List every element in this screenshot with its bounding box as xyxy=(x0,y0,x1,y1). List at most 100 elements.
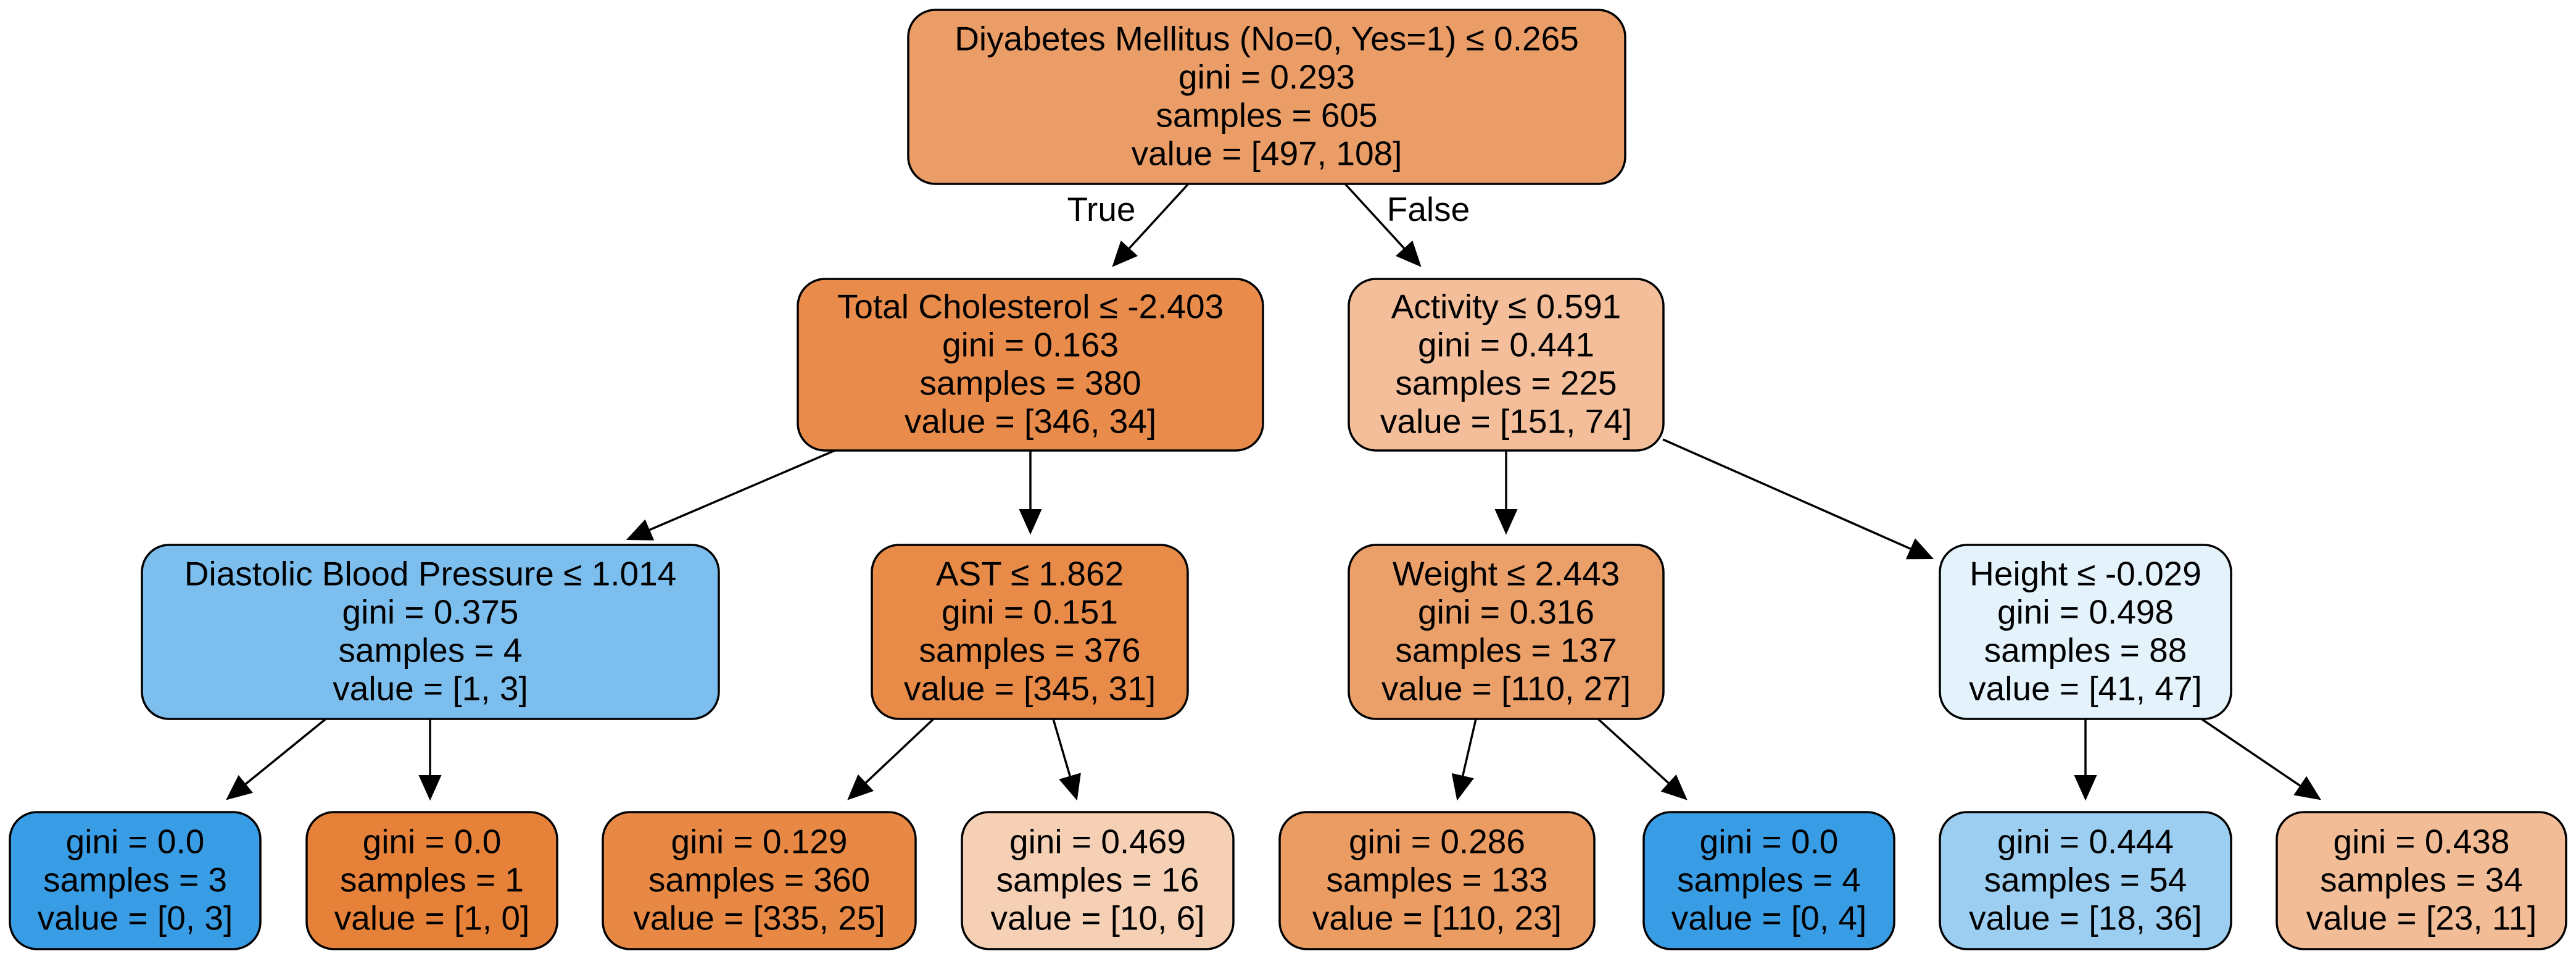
node-text-line: value = [335, 25] xyxy=(633,899,885,937)
node-box xyxy=(797,278,1264,452)
node-box xyxy=(2276,811,2567,950)
node-text-line: samples = 54 xyxy=(1984,860,2187,899)
node-text-line: Height ≤ -0.029 xyxy=(1969,554,2201,592)
arrowhead-icon xyxy=(1019,509,1042,535)
node-box xyxy=(961,811,1235,950)
node-text-line: samples = 3 xyxy=(43,860,227,899)
tree-node-root: Diyabetes Mellitus (No=0, Yes=1) ≤ 0.265… xyxy=(907,9,1626,185)
node-text-line: gini = 0.0 xyxy=(66,822,205,860)
node-box xyxy=(1642,811,1895,950)
node-text-line: gini = 0.129 xyxy=(671,822,848,860)
edge-n1-n4 xyxy=(1019,450,1042,535)
edge-line xyxy=(864,718,935,784)
edge-root-n1 xyxy=(1112,183,1190,267)
node-text-line: Total Cholesterol ≤ -2.403 xyxy=(837,287,1224,325)
edge-n5-n12 xyxy=(1597,718,1688,800)
node-box xyxy=(1939,811,2232,950)
node-text-line: value = [0, 3] xyxy=(38,899,233,937)
node-text-line: Weight ≤ 2.443 xyxy=(1393,554,1620,592)
node-box xyxy=(9,811,262,950)
node-text-line: samples = 16 xyxy=(996,860,1199,899)
node-text-line: value = [41, 47] xyxy=(1969,669,2202,707)
node-text-line: value = [23, 11] xyxy=(2306,899,2537,937)
node-text-line: Diyabetes Mellitus (No=0, Yes=1) ≤ 0.265 xyxy=(955,19,1579,57)
true-edge-label: True xyxy=(1067,190,1135,228)
node-text-line: gini = 0.316 xyxy=(1418,592,1594,631)
node-text-line: value = [0, 4] xyxy=(1671,899,1866,937)
node-text-line: value = [1, 3] xyxy=(333,669,528,707)
node-text-line: samples = 4 xyxy=(338,631,522,669)
arrowhead-icon xyxy=(1395,240,1422,267)
edge-n6-n13 xyxy=(2074,719,2097,801)
node-text-line: Activity ≤ 0.591 xyxy=(1391,287,1621,325)
node-text-line: samples = 133 xyxy=(1326,860,1547,899)
arrowhead-icon xyxy=(2074,775,2097,801)
arrowhead-icon xyxy=(626,519,655,541)
node-text-line: gini = 0.375 xyxy=(342,592,519,631)
node-text-line: gini = 0.151 xyxy=(942,592,1118,631)
edge-n4-n9 xyxy=(847,718,935,800)
arrowhead-icon xyxy=(1112,240,1138,267)
node-box xyxy=(1348,544,1665,720)
node-text-line: value = [10, 6] xyxy=(990,899,1204,937)
node-text-line: samples = 380 xyxy=(919,363,1141,402)
edge-line xyxy=(244,718,327,786)
edge-line xyxy=(2201,718,2301,787)
edge-root-n2 xyxy=(1344,183,1422,267)
node-text-line: gini = 0.0 xyxy=(1700,822,1839,860)
edge-line xyxy=(648,449,835,531)
node-text-line: samples = 4 xyxy=(1677,860,1861,899)
node-text-line: value = [345, 31] xyxy=(904,669,1156,707)
edge-n2-n5 xyxy=(1494,450,1518,535)
node-text-line: gini = 0.286 xyxy=(1349,822,1525,860)
node-text-line: samples = 1 xyxy=(340,860,524,899)
node-text-line: value = [110, 23] xyxy=(1312,899,1562,937)
false-edge-label: False xyxy=(1387,190,1470,228)
edge-line xyxy=(1052,718,1072,778)
node-text-line: gini = 0.293 xyxy=(1178,57,1355,96)
edge-line xyxy=(1662,438,1911,550)
arrowhead-icon xyxy=(418,775,442,801)
node-text-line: value = [18, 36] xyxy=(1969,899,2202,937)
node-text-line: samples = 225 xyxy=(1395,363,1617,402)
node-box xyxy=(1939,544,2232,720)
node-text-line: samples = 605 xyxy=(1156,96,1377,134)
node-text-line: gini = 0.0 xyxy=(363,822,502,860)
arrowhead-icon xyxy=(226,775,253,800)
node-text-line: value = [110, 27] xyxy=(1381,669,1631,707)
node-text-line: samples = 376 xyxy=(919,631,1140,669)
arrowhead-icon xyxy=(1059,773,1081,801)
node-text-line: gini = 0.444 xyxy=(1997,822,2174,860)
edge-n1-n3 xyxy=(626,449,835,541)
edges-layer xyxy=(226,183,2322,801)
node-text-line: samples = 34 xyxy=(2320,860,2523,899)
arrowhead-icon xyxy=(1905,538,1934,560)
node-box xyxy=(907,9,1626,185)
edge-n3-n7 xyxy=(226,718,327,800)
node-text-line: gini = 0.498 xyxy=(1997,592,2174,631)
node-text-line: Diastolic Blood Pressure ≤ 1.014 xyxy=(184,554,677,592)
edge-n4-n10 xyxy=(1052,718,1081,801)
node-box xyxy=(602,811,917,950)
node-text-line: gini = 0.163 xyxy=(942,325,1119,363)
node-text-line: gini = 0.469 xyxy=(1009,822,1186,860)
arrowhead-icon xyxy=(1660,774,1688,800)
arrowhead-icon xyxy=(1451,773,1474,801)
nodes-layer: Diyabetes Mellitus (No=0, Yes=1) ≤ 0.265… xyxy=(9,9,2567,950)
node-text-line: samples = 360 xyxy=(648,860,870,899)
